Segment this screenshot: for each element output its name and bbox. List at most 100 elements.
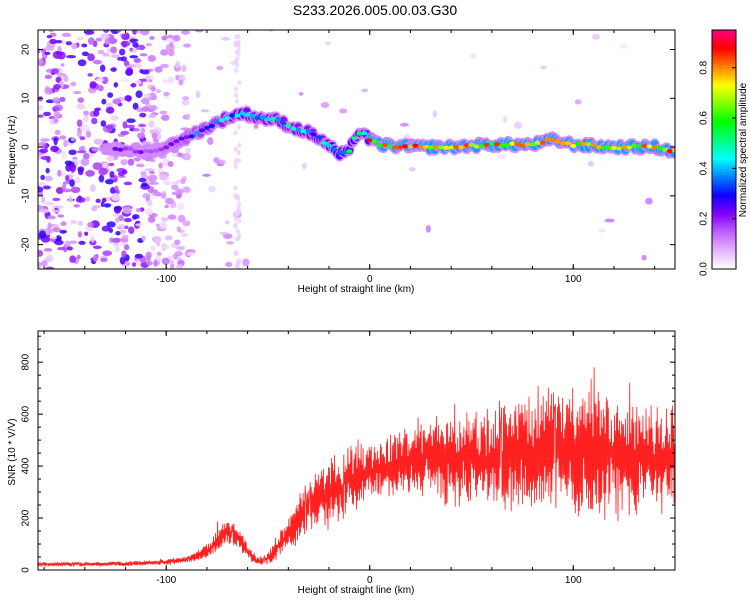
spectrogram-ridge-core <box>463 143 470 148</box>
spectrogram-noise-blob <box>77 231 83 238</box>
spectrogram-noise-blob <box>100 33 110 40</box>
spectrogram-noise-blob <box>124 244 130 251</box>
spectrogram-ridge-core <box>524 142 531 147</box>
spectrogram-noise-blob <box>65 174 70 182</box>
spectrogram-noise-blob <box>121 33 129 41</box>
spectrogram-x-tick-label: 100 <box>565 274 582 285</box>
spectrogram-ridge-core <box>259 115 266 120</box>
snr-series-line <box>38 367 675 567</box>
spectrogram-noise-blob <box>87 86 97 94</box>
spectrogram-noise-blob <box>166 34 174 39</box>
spectrogram-noise-blob <box>100 120 107 127</box>
spectrogram-noise-blob <box>161 114 170 121</box>
spectrogram-noise-blob <box>166 198 171 204</box>
spectrogram-noise-blob <box>105 124 114 130</box>
spectrogram-noise-blob <box>40 260 48 267</box>
spectrogram-noise-blob <box>158 162 163 169</box>
spectrogram-noise-blob <box>87 37 95 45</box>
spectrogram-noise-blob <box>106 155 114 162</box>
snr-y-tick-label: 400 <box>21 457 32 474</box>
spectrogram-noise-blob <box>574 99 582 105</box>
spectrogram-noise-blob <box>149 245 156 251</box>
spectrogram-noise-blob <box>216 65 224 71</box>
spectrogram-noise-blob <box>182 220 191 227</box>
colorbar-tick-label: 0.2 <box>699 211 710 225</box>
spectrogram-ridge-core <box>239 111 246 116</box>
spectrogram-noise-blob <box>38 250 44 257</box>
spectrogram-noise-blob <box>117 56 124 61</box>
spectrogram-noise-blob <box>52 227 62 233</box>
spectrogram-noise-blob <box>135 223 144 227</box>
spectrogram-ridge-core <box>621 144 628 149</box>
spectrogram-noise-blob <box>68 240 78 245</box>
spectrogram-ridge-core <box>361 131 368 136</box>
spectrogram-ridge-core <box>499 143 506 148</box>
spectrogram-noise-blob <box>183 43 192 48</box>
spectrogram-ridge-core <box>504 143 511 148</box>
spectrogram-noise-blob <box>91 117 98 125</box>
spectrogram-noise-blob <box>75 176 81 184</box>
spectrogram-noise-blob <box>42 185 51 190</box>
spectrogram-noise-blob <box>145 168 155 172</box>
spectrogram-ridge-core <box>432 144 439 149</box>
spectrogram-noise-blob <box>176 179 182 184</box>
spectrogram-noise-blob <box>46 34 53 39</box>
spectrogram-noise-blob <box>469 53 477 59</box>
spectrogram-noise-blob <box>44 87 54 95</box>
spectrogram-noise-blob <box>59 135 67 140</box>
spectrogram-noise-blob <box>45 266 55 269</box>
spectrogram-noise-blob <box>237 232 242 238</box>
spectrogram-noise-blob <box>161 35 168 41</box>
spectrogram-noise-blob <box>43 143 48 151</box>
spectrogram-noise-blob <box>120 40 131 47</box>
spectrogram-noise-blob <box>139 112 147 118</box>
spectrogram-noise-blob <box>40 174 45 181</box>
spectrogram-ridge-core <box>173 139 180 144</box>
spectrogram-ridge-core <box>560 141 567 146</box>
spectrogram-noise-blob <box>213 157 220 164</box>
spectrogram-noise-blob <box>120 130 130 136</box>
spectrogram-noise-blob <box>236 51 241 57</box>
spectrogram-noise-blob <box>91 146 101 152</box>
spectrogram-ridge-core <box>320 140 327 145</box>
spectrogram-noise-blob <box>234 250 239 256</box>
spectrogram-noise-blob <box>40 196 46 204</box>
spectrogram-noise-blob <box>43 227 54 236</box>
spectrogram-noise-blob <box>598 228 606 233</box>
spectrogram-noise-blob <box>55 235 62 242</box>
spectrogram-noise-blob <box>496 153 507 160</box>
spectrogram-ridge-core <box>188 134 195 139</box>
spectrogram-noise-blob <box>208 185 216 193</box>
spectrogram-noise-blob <box>200 109 210 113</box>
spectrogram-noise-blob <box>76 129 82 138</box>
spectrogram-noise-blob <box>138 177 147 183</box>
spectrogram-noise-blob <box>103 203 112 208</box>
spectrogram-noise-blob <box>253 124 259 129</box>
spectrogram-noise-blob <box>76 119 83 128</box>
spectrogram-ridge-core <box>224 116 231 121</box>
spectrogram-noise-blob <box>219 231 228 235</box>
spectrogram-noise-blob <box>77 220 84 227</box>
spectrogram-noise-blob <box>110 54 120 58</box>
spectrogram-ridge-core <box>626 145 633 150</box>
spectrogram-ridge-core <box>249 113 256 118</box>
spectrogram-ridge-core <box>590 142 597 147</box>
spectrogram-noise-blob <box>148 174 158 182</box>
spectrogram-ridge-core <box>351 136 358 141</box>
spectrogram-noise-blob <box>60 171 66 177</box>
spectrogram-noise-blob <box>155 88 162 94</box>
spectrogram-noise-blob <box>110 67 117 72</box>
spectrogram-noise-blob <box>51 235 57 240</box>
spectrogram-noise-blob <box>129 55 139 59</box>
snr-x-axis-label: Height of straight line (km) <box>298 585 415 596</box>
spectrogram-noise-blob <box>107 92 114 98</box>
spectrogram-noise-blob <box>139 53 148 57</box>
spectrogram-noise-blob <box>135 163 145 168</box>
spectrogram-ridge-core <box>631 143 638 148</box>
spectrogram-noise-blob <box>325 41 331 46</box>
spectrogram-noise-blob <box>87 73 93 77</box>
spectrogram-ridge-core <box>580 141 587 146</box>
spectrogram-noise-blob <box>123 217 132 223</box>
spectrogram-ridge-core <box>453 144 460 149</box>
